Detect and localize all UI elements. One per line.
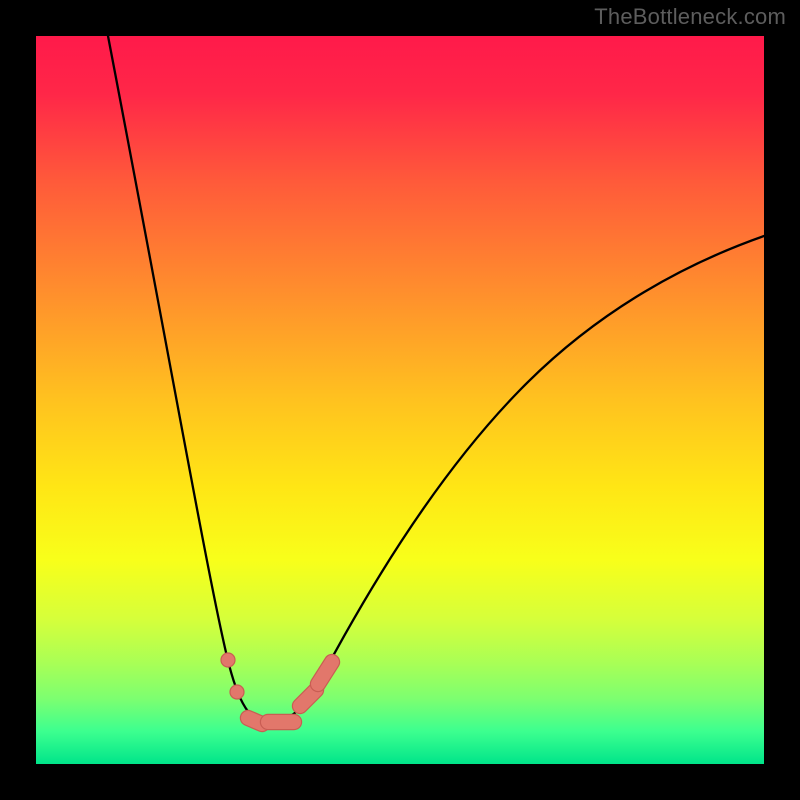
marker-dot-1	[230, 685, 244, 699]
chart-svg	[0, 0, 800, 800]
watermark-text: TheBottleneck.com	[594, 4, 786, 30]
plot-background	[36, 36, 764, 764]
marker-dot-0	[221, 653, 235, 667]
chart-root: TheBottleneck.com	[0, 0, 800, 800]
